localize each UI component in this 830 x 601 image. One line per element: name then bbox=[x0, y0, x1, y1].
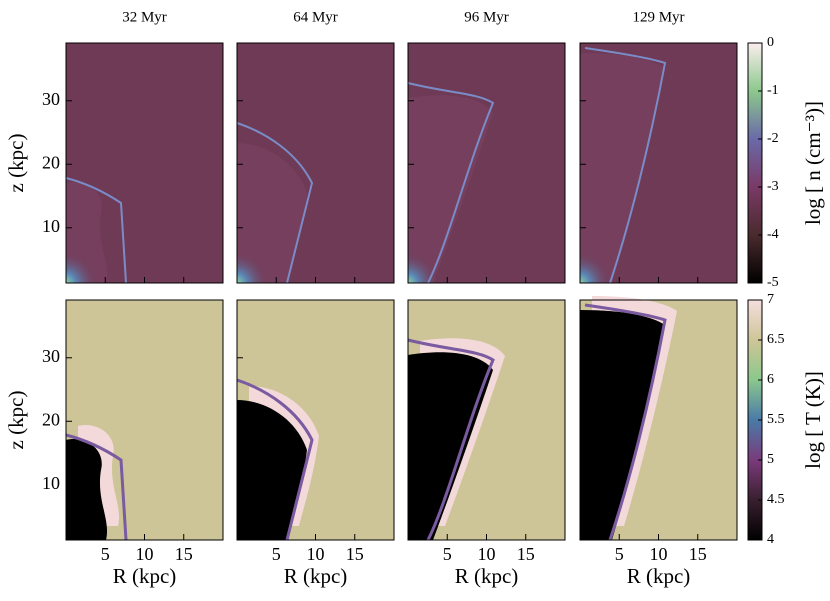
center-glow bbox=[408, 193, 498, 283]
y-axis-label: z (kpc) bbox=[4, 134, 28, 193]
cold-gas bbox=[580, 310, 665, 540]
shock-front bbox=[236, 122, 314, 284]
x-tick-label: 15 bbox=[175, 544, 193, 564]
x-tick-label: 15 bbox=[346, 544, 364, 564]
panel bbox=[236, 299, 395, 541]
colorbar-tick-label: 4.5 bbox=[767, 492, 785, 507]
panel bbox=[65, 42, 224, 284]
colorbar bbox=[747, 42, 763, 284]
x-tick-label: 15 bbox=[689, 544, 707, 564]
colorbar-label: log [ T (K)] bbox=[801, 371, 825, 469]
panel-title: 32 Myr bbox=[122, 9, 167, 25]
panel bbox=[579, 296, 738, 541]
panel bbox=[407, 299, 566, 541]
cold-gas bbox=[408, 352, 493, 540]
y-tick-label: 20 bbox=[42, 409, 60, 429]
colorbar-tick-label: -1 bbox=[767, 83, 779, 98]
x-tick-label: 10 bbox=[307, 544, 325, 564]
colorbar-tick-label: 4 bbox=[767, 532, 774, 547]
panel bbox=[236, 42, 395, 284]
colorbar-tick-label: 7 bbox=[767, 292, 774, 307]
panel bbox=[407, 42, 566, 284]
x-axis-label: R (kpc) bbox=[627, 564, 691, 588]
y-axis-label: z (kpc) bbox=[4, 391, 28, 450]
center-glow bbox=[237, 193, 327, 283]
colorbar-tick-label: 5 bbox=[767, 452, 774, 467]
x-tick-label: 10 bbox=[650, 544, 668, 564]
shock-front bbox=[584, 47, 667, 284]
mixing-layer bbox=[236, 378, 314, 541]
mixing-layer bbox=[407, 338, 495, 541]
x-axis-label: R (kpc) bbox=[113, 564, 177, 588]
x-tick-label: 5 bbox=[272, 544, 281, 564]
x-tick-label: 10 bbox=[136, 544, 154, 564]
colorbar-tick-label: 0 bbox=[767, 35, 774, 50]
panel bbox=[65, 299, 224, 541]
x-axis-label: R (kpc) bbox=[284, 564, 348, 588]
x-axis-label: R (kpc) bbox=[455, 564, 519, 588]
x-tick-label: 10 bbox=[478, 544, 496, 564]
x-tick-label: 5 bbox=[443, 544, 452, 564]
y-tick-label: 20 bbox=[42, 152, 60, 172]
shock-front bbox=[407, 82, 495, 284]
colorbar-tick-label: -2 bbox=[767, 131, 779, 146]
colorbar-tick-label: -5 bbox=[767, 275, 779, 290]
cold-gas bbox=[66, 439, 108, 540]
colorbar-label: log [ n (cm⁻³)] bbox=[801, 101, 825, 225]
x-tick-label: 15 bbox=[517, 544, 535, 564]
center-glow bbox=[66, 193, 156, 283]
colorbar-tick-label: -3 bbox=[767, 179, 779, 194]
x-tick-label: 5 bbox=[101, 544, 110, 564]
colorbar-tick-label: 6.5 bbox=[767, 332, 785, 347]
panel-title: 96 Myr bbox=[464, 9, 509, 25]
y-tick-label: 10 bbox=[42, 473, 60, 493]
panel-title: 129 Myr bbox=[632, 9, 684, 25]
mixing-layer bbox=[65, 433, 128, 541]
colorbar-tick-label: 5.5 bbox=[767, 412, 785, 427]
panel-title: 64 Myr bbox=[293, 9, 338, 25]
shock-front bbox=[65, 177, 127, 284]
y-tick-label: 10 bbox=[42, 216, 60, 236]
y-tick-label: 30 bbox=[42, 89, 60, 109]
mixing-layer bbox=[584, 303, 667, 541]
panel bbox=[579, 42, 738, 284]
cold-gas bbox=[237, 400, 307, 540]
colorbar-tick-label: -4 bbox=[767, 227, 779, 242]
x-tick-label: 5 bbox=[615, 544, 624, 564]
colorbar-tick-label: 6 bbox=[767, 372, 774, 387]
y-tick-label: 30 bbox=[42, 346, 60, 366]
